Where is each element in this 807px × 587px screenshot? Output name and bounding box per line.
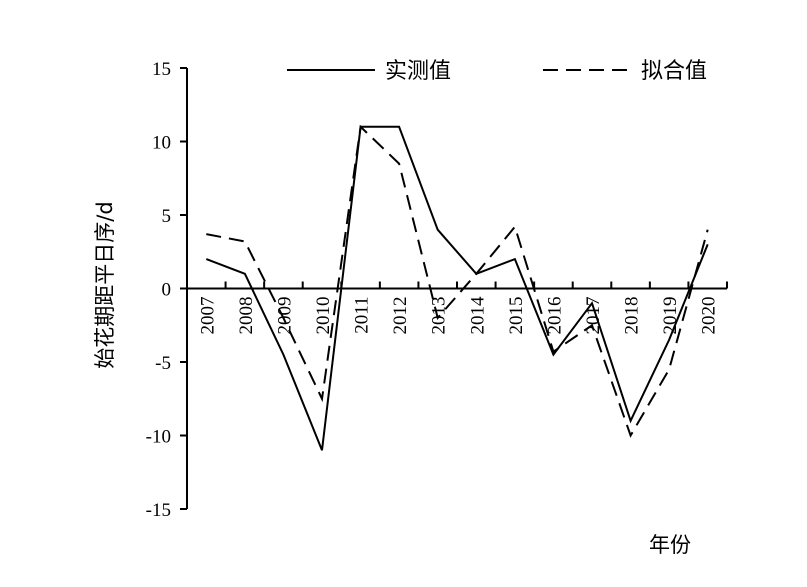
x-tick-label: 2017	[583, 297, 604, 335]
y-tick-label: 5	[162, 206, 172, 227]
y-axis-title: 始花期距平日序/d	[93, 201, 117, 368]
x-tick-label: 2009	[274, 297, 295, 335]
x-axis-title: 年份	[649, 533, 691, 557]
x-tick-label: 2011	[352, 297, 373, 334]
x-tick-label: 2016	[544, 297, 565, 335]
x-tick-labels: 2007 2008 2009 2010 2011 2012 2013 2014 2015 2016…	[197, 296, 719, 335]
series-group	[205, 124, 709, 451]
y-tick-label: 10	[152, 133, 171, 154]
y-tick-label: 15	[152, 59, 171, 80]
y-tick-label: -5	[155, 353, 171, 374]
x-tick-label: 2014	[467, 296, 488, 335]
legend-label: 拟合值	[641, 59, 707, 84]
legend-label: 实测值	[385, 59, 451, 84]
x-tick-label: 2007	[197, 297, 218, 335]
x-tick-label: 2018	[622, 297, 643, 335]
series-line-fitted	[206, 124, 709, 438]
x-tick-label: 2008	[236, 297, 257, 335]
x-tick-label: 2012	[390, 297, 411, 335]
x-tick-label: 2019	[660, 297, 681, 335]
x-tick-label: 2013	[429, 297, 450, 335]
x-tick-label: 2010	[313, 297, 334, 335]
x-tick-label: 2020	[699, 297, 720, 335]
series-line-measured	[205, 125, 709, 451]
legend: 实测值 拟合值	[287, 59, 707, 84]
axes: -15 -10 -5 0 5 10 15	[146, 59, 728, 521]
y-tick-label: -15	[146, 500, 171, 521]
y-tick-label: -10	[146, 427, 171, 448]
y-tick-label: 0	[162, 280, 172, 301]
x-tick-label: 2015	[506, 297, 527, 335]
